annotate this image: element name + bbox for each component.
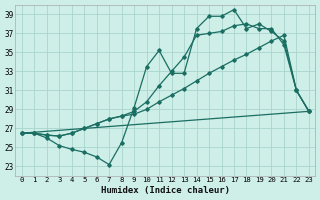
X-axis label: Humidex (Indice chaleur): Humidex (Indice chaleur) [101,186,230,195]
